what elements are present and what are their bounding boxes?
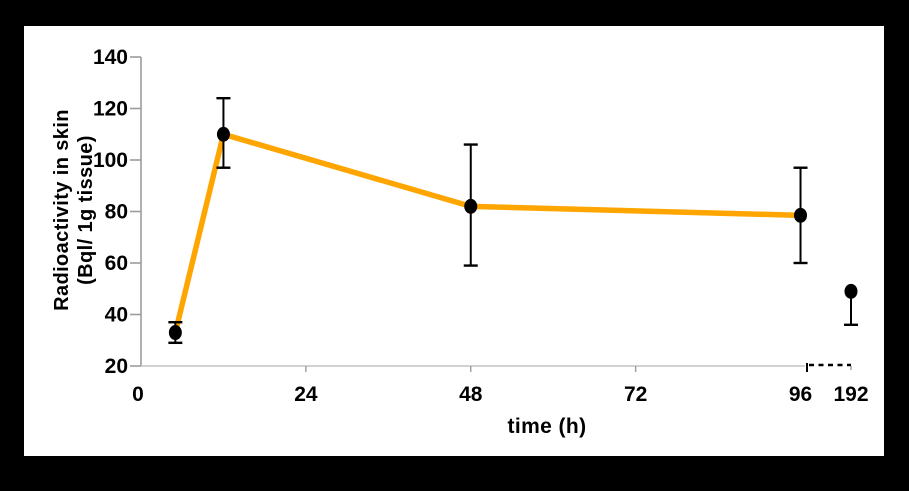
y-axis-title: Radioactivity in skin (Bql/ 1g tissue) — [50, 109, 98, 311]
x-tick-label: 72 — [624, 383, 647, 406]
data-point-marker — [168, 325, 182, 341]
y-tick-label: 120 — [93, 98, 128, 121]
x-tick-label: 96 — [789, 383, 812, 406]
x-tick-label: 0 — [132, 383, 144, 406]
plot-panel: 20 40 60 80 100 120 140 0 24 48 72 96 192 — [24, 26, 884, 456]
data-point-marker — [794, 207, 808, 223]
series-line — [172, 131, 804, 336]
x-tick-label: 48 — [459, 383, 483, 406]
y-tick-label: 100 — [93, 149, 128, 172]
y-axis-title-line2: (Bql/ 1g tissue) — [75, 135, 97, 285]
y-tick-label: 40 — [105, 304, 128, 327]
x-tick-label: 24 — [294, 383, 318, 406]
y-axis-title-line1: Radioactivity in skin — [51, 109, 73, 311]
y-tick-label: 20 — [105, 355, 128, 378]
y-tick-label: 80 — [105, 201, 128, 224]
x-axis-title: time (h) — [507, 415, 587, 438]
data-point-marker — [464, 198, 478, 214]
y-tick-label: 60 — [105, 252, 128, 275]
y-tick-label: 140 — [93, 46, 128, 69]
line-chart: 20 40 60 80 100 120 140 0 24 48 72 96 192 — [93, 46, 869, 406]
data-point-marker — [216, 126, 230, 142]
data-point-marker — [844, 283, 858, 299]
x-tick-label: 192 — [833, 383, 868, 406]
